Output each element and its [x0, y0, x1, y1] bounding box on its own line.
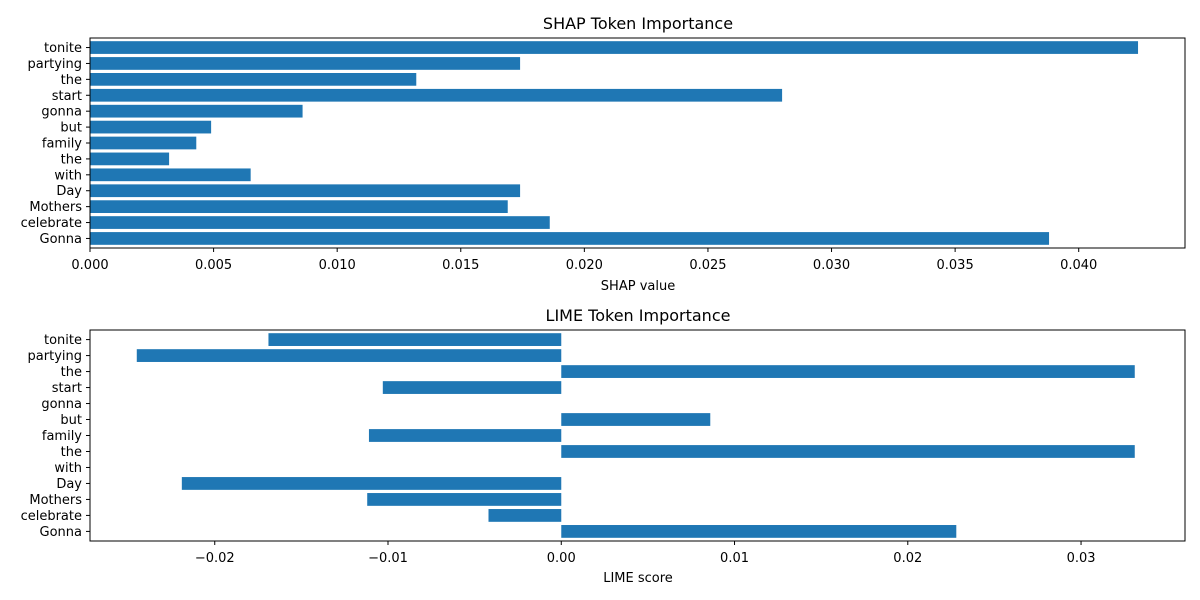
lime-y-tick-label: Gonna [40, 525, 82, 540]
shap-y-tick-label: Gonna [40, 232, 82, 247]
shap-y-tick-label: family [42, 137, 82, 152]
shap-x-tick-label: 0.015 [442, 258, 479, 273]
lime-bar-0 [268, 333, 562, 346]
lime-bar-5 [561, 413, 711, 426]
lime-bar-7 [561, 445, 1135, 458]
lime-x-axis-label: LIME score [603, 571, 673, 586]
lime-y-tick-label: Mothers [29, 493, 82, 508]
shap-bar-1 [90, 57, 521, 70]
lime-y-tick-label: tonite [44, 333, 82, 348]
lime-bar-11 [488, 509, 562, 522]
shap-x-tick-label: 0.035 [937, 258, 974, 273]
shap-bar-8 [90, 168, 251, 182]
shap-y-tick-label: with [54, 168, 82, 183]
shap-y-tick-label: Day [56, 184, 82, 199]
shap-panel: SHAP Token Importance tonitepartyingthes… [21, 14, 1186, 294]
shap-bar-2 [90, 73, 417, 86]
lime-plot-frame [89, 329, 1186, 542]
lime-bar-3 [382, 381, 562, 394]
shap-bar-4 [90, 104, 303, 118]
lime-x-tick-label: 0.02 [893, 551, 922, 566]
lime-panel: LIME Token Importance tonitepartyingthes… [21, 306, 1186, 586]
lime-y-tick-label: family [42, 429, 82, 444]
shap-bar-10 [90, 200, 508, 213]
lime-bar-6 [368, 429, 562, 442]
lime-x-ticks: −0.02 −0.01 0.00 0.01 0.02 0.03 [195, 541, 1096, 566]
shap-bar-12 [90, 232, 1050, 245]
lime-y-ticks: tonitepartyingthestartgonnabutfamilythew… [21, 333, 90, 540]
shap-y-tick-label: gonna [41, 105, 82, 120]
shap-y-tick-label: the [61, 73, 82, 88]
shap-bar-3 [90, 88, 783, 102]
lime-x-tick-label: 0.00 [547, 551, 576, 566]
shap-x-ticks: 0.000 0.005 0.010 0.015 0.020 0.025 0.030 0.035… [71, 248, 1097, 273]
shap-x-tick-label: 0.040 [1060, 258, 1097, 273]
shap-y-tick-label: tonite [44, 41, 82, 56]
shap-y-ticks: tonitepartyingthestartgonnabutfamilythew… [21, 41, 90, 247]
shap-y-tick-label: Mothers [29, 200, 82, 215]
shap-y-tick-label: partying [28, 57, 82, 72]
shap-bar-9 [90, 184, 521, 198]
shap-x-tick-label: 0.020 [566, 258, 603, 273]
lime-bar-1 [136, 349, 562, 362]
lime-bar-10 [367, 493, 562, 506]
lime-y-tick-label: with [54, 461, 82, 476]
lime-bars [136, 333, 1135, 538]
shap-plot-frame [89, 37, 1186, 249]
shap-y-tick-label: start [52, 89, 82, 104]
lime-y-tick-label: gonna [41, 397, 82, 412]
lime-bar-2 [561, 365, 1135, 378]
shap-bar-0 [90, 41, 1139, 54]
shap-chart-title: SHAP Token Importance [543, 14, 733, 33]
shap-x-tick-label: 0.005 [195, 258, 232, 273]
shap-bar-7 [90, 152, 170, 166]
lime-bar-12 [561, 525, 957, 538]
shap-x-tick-label: 0.030 [813, 258, 850, 273]
shap-x-tick-label: 0.010 [319, 258, 356, 273]
lime-chart-title: LIME Token Importance [546, 306, 731, 325]
lime-x-tick-label: −0.02 [195, 551, 235, 566]
lime-y-tick-label: but [60, 413, 82, 428]
shap-x-axis-label: SHAP value [601, 279, 675, 294]
shap-y-tick-label: but [60, 121, 82, 136]
lime-x-tick-label: −0.01 [368, 551, 408, 566]
lime-y-tick-label: start [52, 381, 82, 396]
lime-x-tick-label: 0.01 [720, 551, 749, 566]
shap-bar-11 [90, 216, 550, 229]
shap-x-tick-label: 0.000 [71, 258, 108, 273]
shap-y-tick-label: the [61, 152, 82, 167]
lime-y-tick-label: Day [56, 477, 82, 492]
lime-y-tick-label: celebrate [21, 509, 82, 524]
shap-bar-6 [90, 136, 197, 150]
shap-x-tick-label: 0.025 [689, 258, 726, 273]
shap-bars [90, 41, 1139, 245]
lime-y-tick-label: partying [28, 349, 82, 364]
lime-x-tick-label: 0.03 [1067, 551, 1096, 566]
lime-y-tick-label: the [61, 365, 82, 380]
shap-bar-5 [90, 120, 212, 134]
lime-y-tick-label: the [61, 445, 82, 460]
shap-y-tick-label: celebrate [21, 216, 82, 231]
lime-bar-9 [181, 477, 562, 490]
